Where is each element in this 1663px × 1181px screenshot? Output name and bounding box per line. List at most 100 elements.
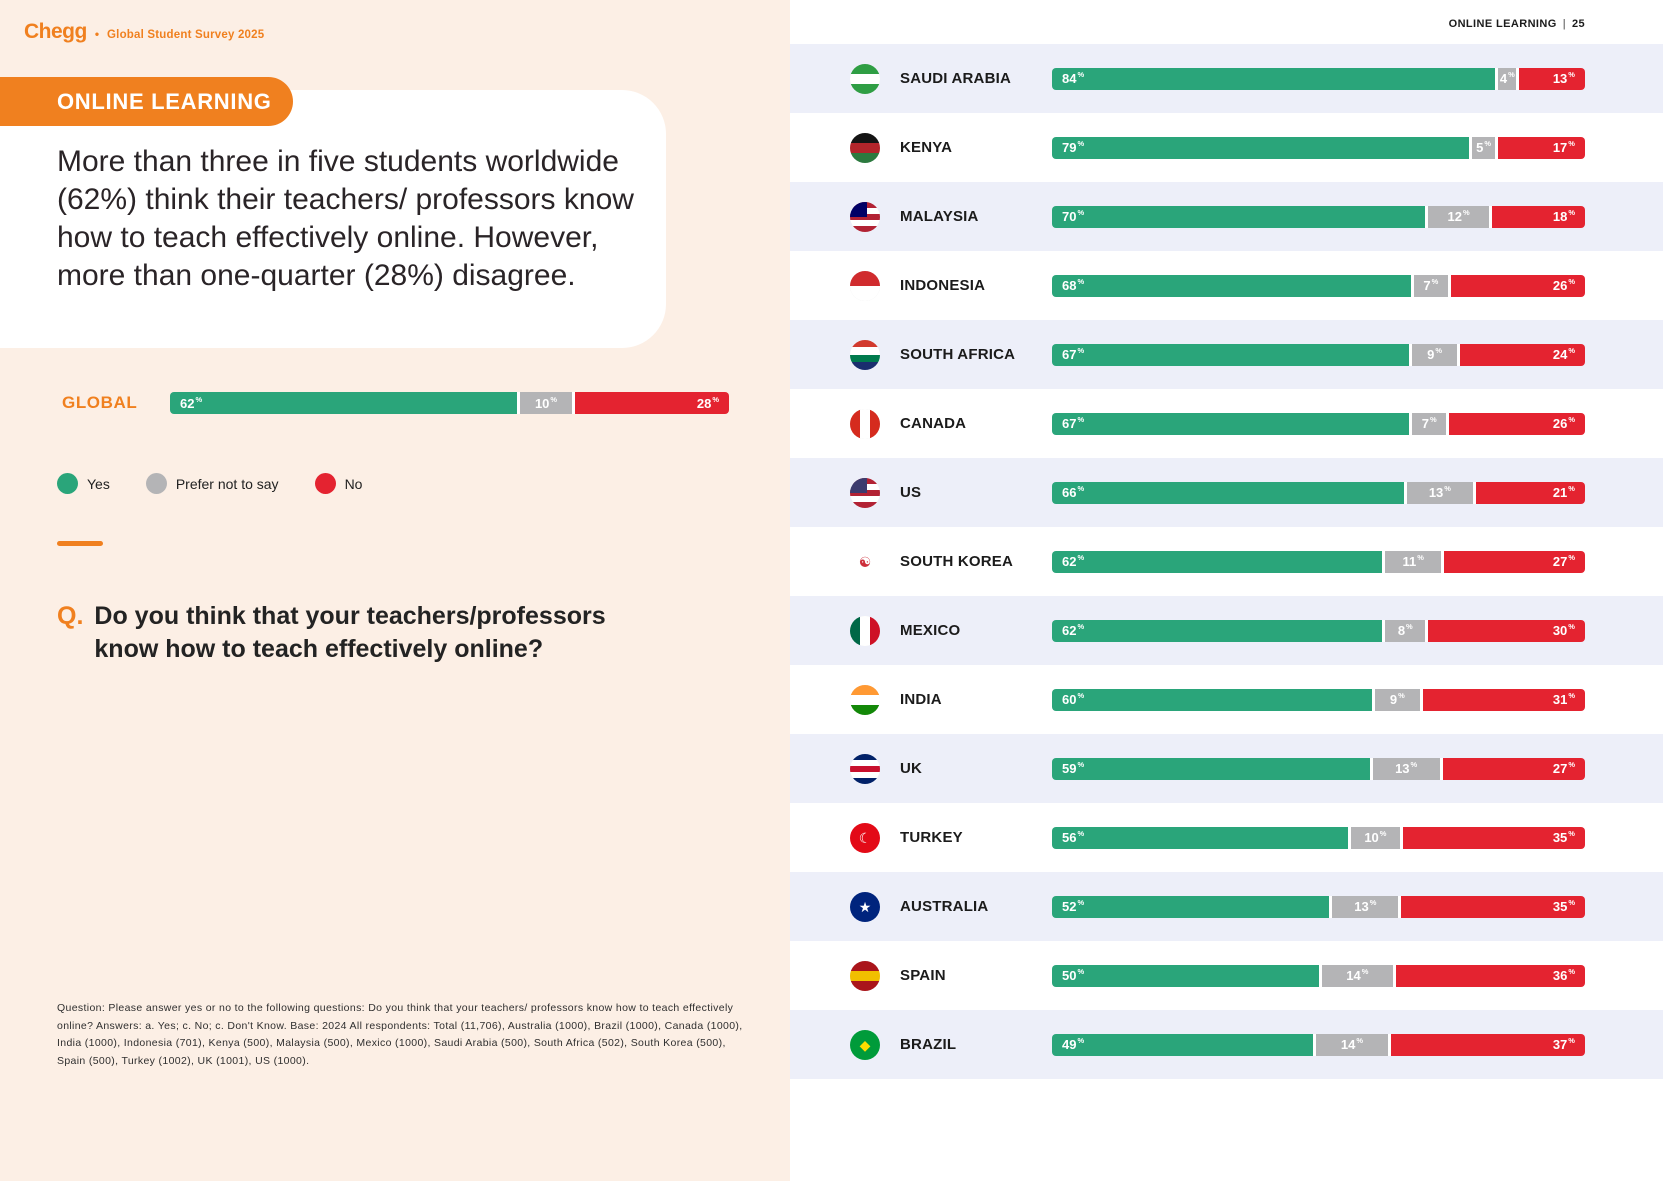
stacked-bar: 56% 10% 35% — [1052, 826, 1585, 849]
percent-sign: % — [1484, 139, 1492, 148]
bar-segment-no: 30% — [1425, 619, 1585, 642]
bar-segment-prefer-not-to-say: 5% — [1468, 136, 1496, 159]
country-row-mexico: MEXICO 62% 8% 30% — [790, 596, 1663, 665]
flag-stripe — [850, 777, 880, 784]
percent-sign: % — [1568, 898, 1575, 907]
percent-sign: % — [1568, 484, 1575, 493]
bar-segment-no: 27% — [1439, 757, 1585, 780]
bar-value-label: 14 — [1346, 968, 1361, 983]
bar-value-label: 11 — [1402, 554, 1417, 569]
country-name: SOUTH AFRICA — [900, 346, 1016, 363]
flag-stripe — [850, 83, 880, 94]
bar-value-label: 36 — [1552, 968, 1568, 983]
percent-sign: % — [1361, 967, 1369, 976]
flag-icon-south-africa — [850, 339, 880, 370]
percent-sign: % — [1568, 277, 1575, 286]
country-name: MALAYSIA — [900, 208, 979, 225]
flag-stripe — [850, 408, 860, 439]
bar-segment-yes: 50% — [1052, 964, 1319, 987]
country-row-uk: UK 59% 13% 27% — [790, 734, 1663, 803]
bar-segment-prefer-not-to-say: 9% — [1371, 688, 1420, 711]
bar-segment-prefer-not-to-say: 13% — [1403, 481, 1474, 504]
percent-sign: % — [1568, 208, 1575, 217]
stacked-bar: 62% 11% 27% — [1052, 550, 1585, 573]
bar-value-label: 26 — [1552, 416, 1568, 431]
flag-stripe — [850, 891, 880, 922]
bar-segment-prefer-not-to-say: 4% — [1495, 67, 1517, 90]
bar-segment-yes: 79% — [1052, 136, 1469, 159]
bar-segment-yes: 62% — [1052, 550, 1383, 573]
bar-segment-no: 35% — [1400, 826, 1585, 849]
country-name: INDIA — [900, 691, 942, 708]
bar-segment-no: 28% — [572, 392, 729, 414]
page-header-label: ONLINE LEARNING — [1448, 18, 1557, 30]
country-row-australia: ★ AUSTRALIA 52% 13% 35% — [790, 872, 1663, 941]
bar-segment-prefer-not-to-say: 14% — [1313, 1033, 1388, 1056]
flag-stripe — [860, 408, 870, 439]
percent-sign: % — [1568, 1036, 1575, 1045]
orange-divider — [57, 541, 103, 546]
flag-stripe — [850, 980, 880, 991]
flag-stripe — [850, 225, 880, 232]
country-row-us: US 66% 13% 21% — [790, 458, 1663, 527]
bar-value-label: 67 — [1062, 347, 1077, 362]
percent-sign: % — [1356, 1036, 1364, 1045]
bar-segment-no: 24% — [1457, 343, 1585, 366]
bar-segment-prefer-not-to-say: 13% — [1329, 895, 1399, 918]
chegg-logo: Chegg — [24, 20, 87, 43]
percent-sign: % — [1568, 967, 1575, 976]
flag-icon-malaysia — [850, 201, 880, 232]
bar-value-label: 28 — [696, 395, 712, 411]
flag-stripe — [850, 347, 880, 355]
bar-value-label: 14 — [1340, 1037, 1356, 1052]
bar-value-label: 62 — [180, 395, 195, 411]
bar-segment-yes: 56% — [1052, 826, 1348, 849]
percent-sign: % — [1077, 1036, 1085, 1045]
bar-segment-yes: 67% — [1052, 343, 1410, 366]
stacked-bar: 70% 12% 18% — [1052, 205, 1585, 228]
bar-value-label: 13 — [1428, 485, 1444, 500]
bar-segment-no: 18% — [1489, 205, 1585, 228]
flag-stripe — [850, 684, 880, 695]
percent-sign: % — [1568, 346, 1575, 355]
percent-sign: % — [1077, 691, 1085, 700]
flag-stripe — [850, 546, 880, 577]
bar-value-label: 18 — [1552, 209, 1568, 224]
brand-header: Chegg • Global Student Survey 2025 — [24, 20, 264, 44]
legend-item-prefer-not-to-say: Prefer not to say — [145, 473, 279, 494]
bar-value-label: 7 — [1421, 416, 1430, 431]
country-row-brazil: ◆ BRAZIL 49% 14% 37% — [790, 1010, 1663, 1079]
percent-sign: % — [1379, 829, 1387, 838]
flag-stripe — [850, 1029, 880, 1060]
bar-segment-yes: 60% — [1052, 688, 1372, 711]
bar-value-label: 13 — [1354, 899, 1369, 914]
country-row-saudi-arabia: SAUDI ARABIA 84% 4% 13% — [790, 44, 1663, 113]
bar-segment-no: 37% — [1387, 1033, 1585, 1056]
legend-label: No — [344, 475, 363, 492]
bar-value-label: 9 — [1389, 692, 1398, 707]
bar-segment-yes: 66% — [1052, 481, 1404, 504]
flag-stripe — [850, 694, 880, 705]
flag-icon-turkey: ☾ — [850, 822, 880, 853]
percent-sign: % — [1568, 622, 1575, 631]
flag-stripe — [850, 753, 880, 760]
flag-stripe — [860, 615, 870, 646]
country-name: INDONESIA — [900, 277, 986, 294]
bar-value-label: 13 — [1552, 71, 1568, 86]
flag-icon-south-korea: ☯ — [850, 546, 880, 577]
flag-stripe — [850, 495, 880, 502]
bar-segment-yes: 59% — [1052, 757, 1370, 780]
bar-value-label: 17 — [1552, 140, 1568, 155]
legend-label: Yes — [87, 475, 110, 492]
country-name: SPAIN — [900, 967, 946, 984]
bar-value-label: 10 — [1364, 830, 1379, 845]
flag-icon-canada — [850, 408, 880, 439]
flag-stripe — [850, 270, 880, 286]
percent-sign: % — [1077, 553, 1085, 562]
bar-value-label: 60 — [1062, 692, 1077, 707]
flag-stripe — [850, 704, 880, 715]
country-row-canada: CANADA 67% 7% 26% — [790, 389, 1663, 458]
stacked-bar: 52% 13% 35% — [1052, 895, 1585, 918]
stacked-bar: 60% 9% 31% — [1052, 688, 1585, 711]
